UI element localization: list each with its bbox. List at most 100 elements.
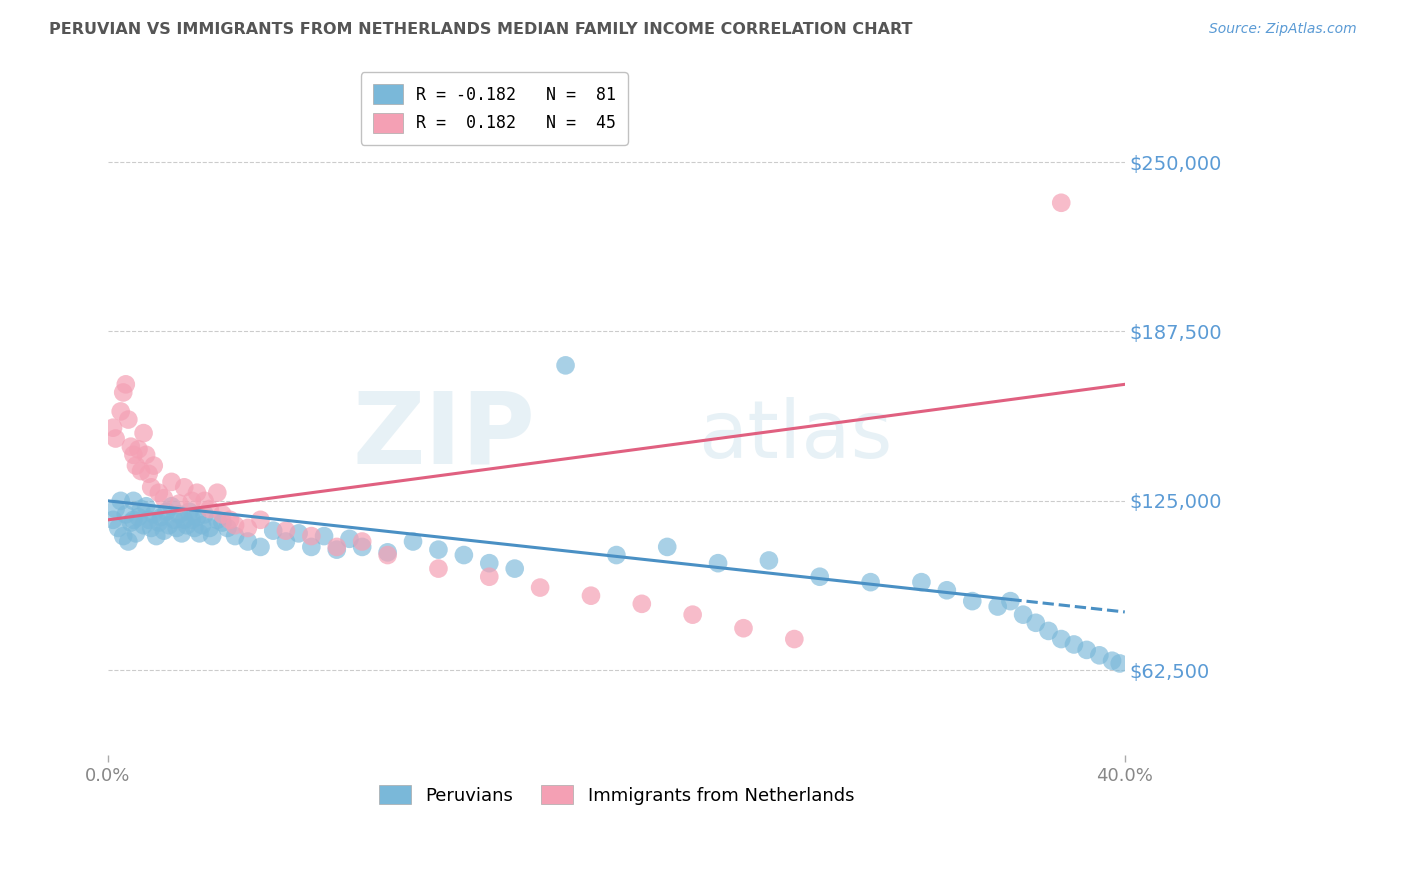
Text: PERUVIAN VS IMMIGRANTS FROM NETHERLANDS MEDIAN FAMILY INCOME CORRELATION CHART: PERUVIAN VS IMMIGRANTS FROM NETHERLANDS … bbox=[49, 22, 912, 37]
Point bbox=[783, 632, 806, 646]
Point bbox=[987, 599, 1010, 614]
Point bbox=[427, 542, 450, 557]
Point bbox=[377, 548, 399, 562]
Point bbox=[180, 513, 202, 527]
Point bbox=[224, 518, 246, 533]
Point bbox=[249, 540, 271, 554]
Point bbox=[262, 524, 284, 538]
Point bbox=[179, 505, 201, 519]
Text: atlas: atlas bbox=[697, 398, 893, 475]
Point bbox=[163, 513, 186, 527]
Point bbox=[114, 377, 136, 392]
Point bbox=[166, 521, 188, 535]
Point bbox=[167, 508, 190, 522]
Point bbox=[194, 493, 217, 508]
Point bbox=[167, 497, 190, 511]
Point bbox=[1025, 615, 1047, 630]
Point bbox=[112, 385, 135, 400]
Point bbox=[211, 516, 233, 530]
Point bbox=[201, 529, 224, 543]
Point bbox=[299, 540, 322, 554]
Point bbox=[236, 521, 259, 535]
Point bbox=[110, 493, 132, 508]
Point bbox=[128, 510, 150, 524]
Point bbox=[935, 583, 957, 598]
Point bbox=[478, 570, 501, 584]
Point bbox=[1108, 657, 1130, 671]
Point bbox=[211, 508, 233, 522]
Point bbox=[207, 513, 229, 527]
Point bbox=[217, 521, 239, 535]
Point bbox=[188, 526, 211, 541]
Point bbox=[176, 518, 198, 533]
Point bbox=[120, 440, 142, 454]
Text: Source: ZipAtlas.com: Source: ZipAtlas.com bbox=[1209, 22, 1357, 37]
Point bbox=[529, 581, 551, 595]
Point bbox=[326, 542, 349, 557]
Point bbox=[157, 518, 180, 533]
Point bbox=[630, 597, 652, 611]
Point bbox=[224, 529, 246, 543]
Point bbox=[101, 420, 124, 434]
Point bbox=[1050, 632, 1073, 646]
Point bbox=[962, 594, 984, 608]
Point bbox=[339, 532, 361, 546]
Point bbox=[160, 500, 183, 514]
Point bbox=[207, 485, 229, 500]
Point bbox=[138, 467, 160, 481]
Point bbox=[153, 524, 176, 538]
Point bbox=[155, 505, 177, 519]
Point bbox=[1088, 648, 1111, 663]
Point bbox=[104, 432, 127, 446]
Point bbox=[129, 502, 152, 516]
Point bbox=[910, 575, 932, 590]
Point bbox=[219, 513, 242, 527]
Point bbox=[125, 458, 148, 473]
Point bbox=[191, 518, 214, 533]
Point bbox=[173, 480, 195, 494]
Point bbox=[186, 510, 208, 524]
Point bbox=[312, 529, 335, 543]
Point bbox=[101, 513, 124, 527]
Point bbox=[657, 540, 679, 554]
Point bbox=[198, 521, 221, 535]
Point bbox=[150, 510, 173, 524]
Point bbox=[142, 508, 165, 522]
Point bbox=[145, 529, 167, 543]
Point bbox=[326, 540, 349, 554]
Point bbox=[129, 464, 152, 478]
Point bbox=[198, 502, 221, 516]
Point bbox=[249, 513, 271, 527]
Point bbox=[1012, 607, 1035, 622]
Point bbox=[554, 359, 576, 373]
Point bbox=[183, 521, 205, 535]
Point bbox=[117, 412, 139, 426]
Point bbox=[1038, 624, 1060, 638]
Point bbox=[122, 513, 145, 527]
Point bbox=[808, 570, 831, 584]
Point bbox=[274, 524, 297, 538]
Point bbox=[110, 404, 132, 418]
Point bbox=[153, 491, 176, 505]
Point bbox=[377, 545, 399, 559]
Point bbox=[138, 513, 160, 527]
Point bbox=[141, 480, 163, 494]
Point bbox=[141, 521, 163, 535]
Point bbox=[148, 485, 170, 500]
Point bbox=[194, 508, 217, 522]
Point bbox=[1076, 643, 1098, 657]
Point bbox=[287, 526, 309, 541]
Point bbox=[758, 553, 780, 567]
Point bbox=[170, 526, 193, 541]
Point bbox=[478, 556, 501, 570]
Point bbox=[707, 556, 730, 570]
Point bbox=[503, 561, 526, 575]
Point bbox=[135, 500, 157, 514]
Point bbox=[142, 458, 165, 473]
Point bbox=[427, 561, 450, 575]
Point bbox=[1050, 195, 1073, 210]
Point bbox=[1101, 654, 1123, 668]
Point bbox=[120, 516, 142, 530]
Point bbox=[148, 516, 170, 530]
Point bbox=[733, 621, 755, 635]
